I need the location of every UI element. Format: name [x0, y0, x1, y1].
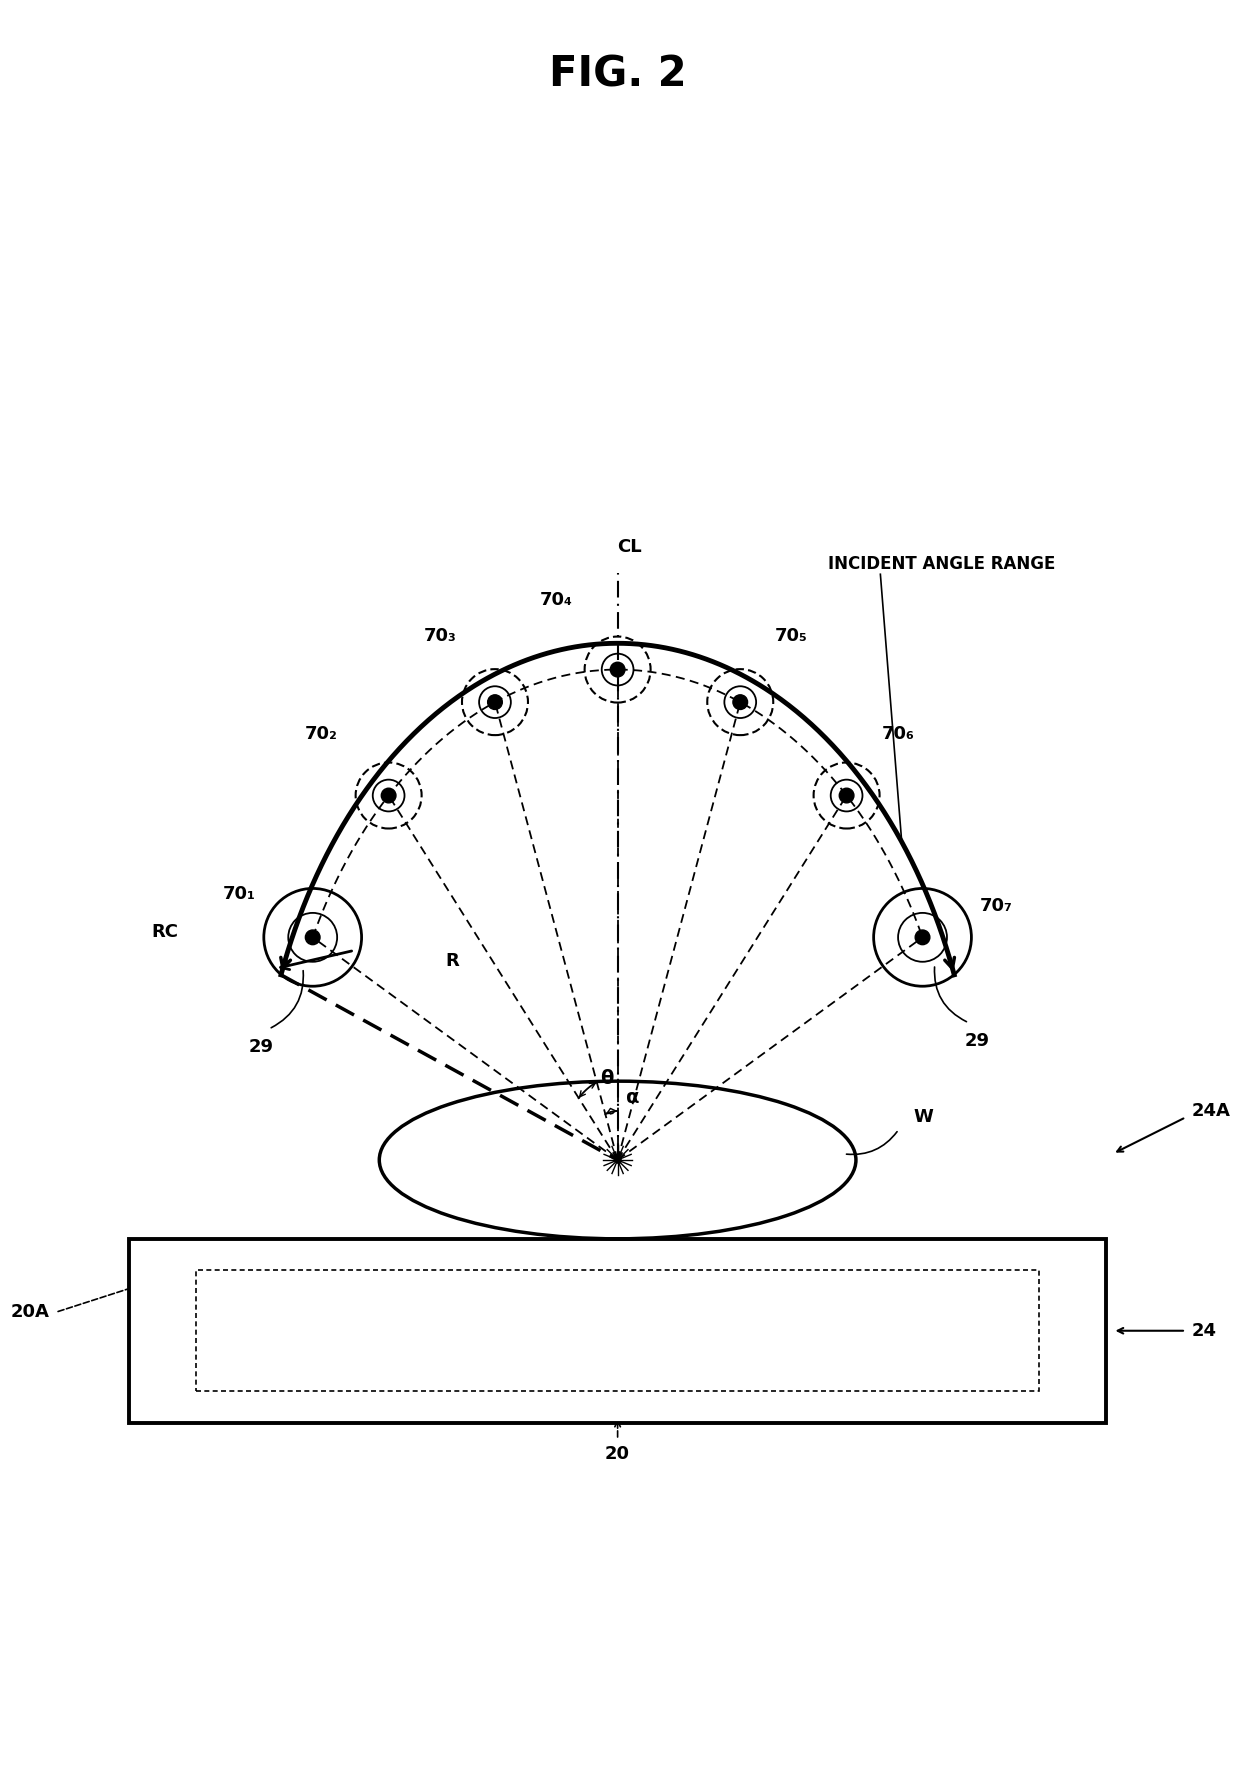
Text: INCIDENT ANGLE RANGE: INCIDENT ANGLE RANGE [828, 556, 1055, 574]
Text: 24A: 24A [1192, 1102, 1231, 1120]
Text: 20A: 20A [10, 1303, 50, 1322]
Text: W: W [913, 1109, 932, 1127]
Text: 29: 29 [249, 1038, 274, 1056]
Bar [129, 1239, 1106, 1423]
Circle shape [610, 663, 625, 677]
Circle shape [487, 695, 502, 709]
Text: 70₃: 70₃ [424, 627, 456, 645]
Text: 70₅: 70₅ [775, 627, 808, 645]
Text: 70₄: 70₄ [541, 590, 573, 608]
Text: 70₂: 70₂ [305, 725, 337, 743]
Circle shape [305, 929, 320, 945]
Text: 70₇: 70₇ [980, 897, 1012, 915]
Text: 70₆: 70₆ [882, 725, 914, 743]
Text: θ: θ [600, 1070, 614, 1088]
Text: 20: 20 [605, 1445, 630, 1464]
Text: 29: 29 [965, 1032, 990, 1050]
Circle shape [839, 789, 854, 803]
Text: 70₁: 70₁ [223, 885, 255, 903]
Text: CL: CL [618, 538, 642, 556]
Circle shape [381, 789, 396, 803]
Circle shape [733, 695, 748, 709]
Text: α: α [626, 1088, 640, 1107]
Text: 24: 24 [1192, 1322, 1216, 1340]
Bar [196, 1271, 1039, 1391]
Text: R: R [445, 952, 459, 970]
Text: FIG. 2: FIG. 2 [549, 53, 687, 96]
Text: RC: RC [151, 922, 179, 942]
Circle shape [915, 929, 930, 945]
